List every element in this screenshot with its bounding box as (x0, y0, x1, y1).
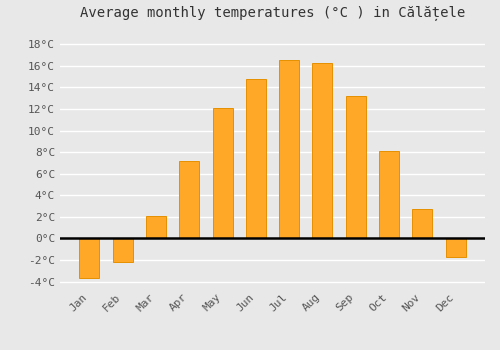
Bar (112, 238, 132, 262)
Bar (179, 161, 199, 238)
Bar (312, 63, 332, 238)
Bar (446, 238, 466, 257)
Bar (246, 79, 266, 238)
Bar (146, 216, 166, 238)
Bar (379, 151, 399, 238)
Bar (346, 96, 366, 238)
Bar (212, 108, 233, 238)
Bar (412, 209, 432, 238)
Bar (80, 238, 100, 278)
Title: Average monthly temperatures (°C ) in Călățele: Average monthly temperatures (°C ) in Că… (80, 6, 465, 21)
Bar (279, 60, 299, 238)
